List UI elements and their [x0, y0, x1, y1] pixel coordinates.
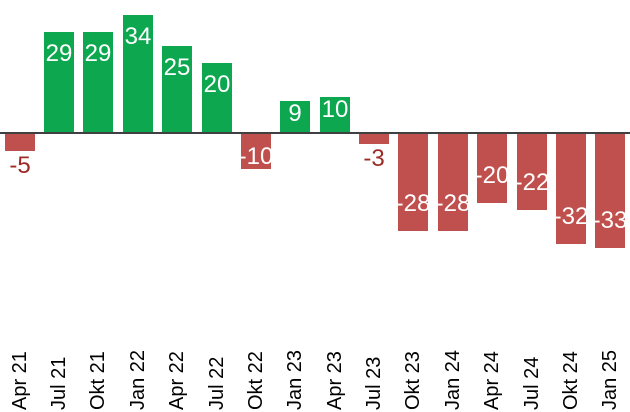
- x-axis-tick-label: Apr 22: [166, 351, 188, 410]
- bar-value-label: -32: [553, 203, 589, 230]
- bar-value-label: -5: [9, 152, 31, 179]
- bar-value-label: -33: [592, 207, 628, 234]
- bar-apr-22: 25: [162, 46, 192, 132]
- x-axis-tick-label: Apr 24: [481, 351, 503, 410]
- bar-apr-24: -20: [474, 134, 510, 203]
- bar-value-label: 9: [288, 100, 302, 127]
- x-axis-tick-label: Apr 21: [9, 351, 31, 410]
- x-axis-tick-label: Jan 22: [127, 349, 149, 410]
- bar-jan-22: 34: [123, 15, 153, 132]
- x-axis-tick-label: Apr 23: [324, 351, 346, 410]
- bar-value-label: -28: [435, 190, 471, 217]
- x-axis-tick-label: Okt 21: [87, 351, 109, 410]
- bar-apr-23: 10: [320, 97, 350, 132]
- bar-okt-24: -32: [553, 134, 589, 244]
- x-axis-tick-label: Jul 21: [48, 356, 70, 410]
- x-axis-tick-label: Okt 23: [402, 351, 424, 410]
- bar-value-label: 29: [84, 40, 112, 67]
- bar-value-label: 20: [203, 71, 231, 98]
- bar-value-label: 29: [45, 40, 73, 67]
- x-axis-tick-label: Jul 24: [521, 356, 543, 410]
- bar-value-label: 34: [124, 23, 152, 50]
- x-axis-tick-label: Okt 24: [560, 351, 582, 410]
- bar-okt-21: 29: [83, 32, 113, 132]
- bar-value-label: -3: [363, 145, 385, 172]
- bar-jan-24: -28: [435, 134, 471, 231]
- x-axis-tick-label: Jul 22: [206, 356, 228, 410]
- bar-okt-23: -28: [395, 134, 431, 231]
- bar-value-label: 25: [163, 54, 191, 81]
- x-axis-tick-label: Jan 25: [599, 349, 621, 410]
- x-axis-tick-label: Jan 23: [284, 349, 306, 410]
- bar-value-label: -10: [238, 143, 274, 170]
- bar-value-label: -28: [395, 190, 431, 217]
- bar-apr-21: [5, 134, 35, 151]
- bar-jul-23: [359, 134, 389, 144]
- bar-jul-22: 20: [202, 63, 232, 132]
- bar-value-label: -22: [514, 169, 550, 196]
- bar-value-label: 10: [321, 96, 349, 123]
- x-axis-line: [0, 132, 630, 134]
- bar-jul-21: 29: [44, 32, 74, 132]
- bar-jan-23: 9: [280, 101, 310, 132]
- bar-jul-24: -22: [514, 134, 550, 210]
- bar-jan-25: -33: [592, 134, 628, 248]
- x-axis-tick-label: Jan 24: [442, 349, 464, 410]
- bar-value-label: -20: [474, 162, 510, 189]
- bar-okt-22: -10: [238, 134, 274, 170]
- x-axis-tick-label: Okt 22: [245, 351, 267, 410]
- x-axis-tick-label: Jul 23: [363, 356, 385, 410]
